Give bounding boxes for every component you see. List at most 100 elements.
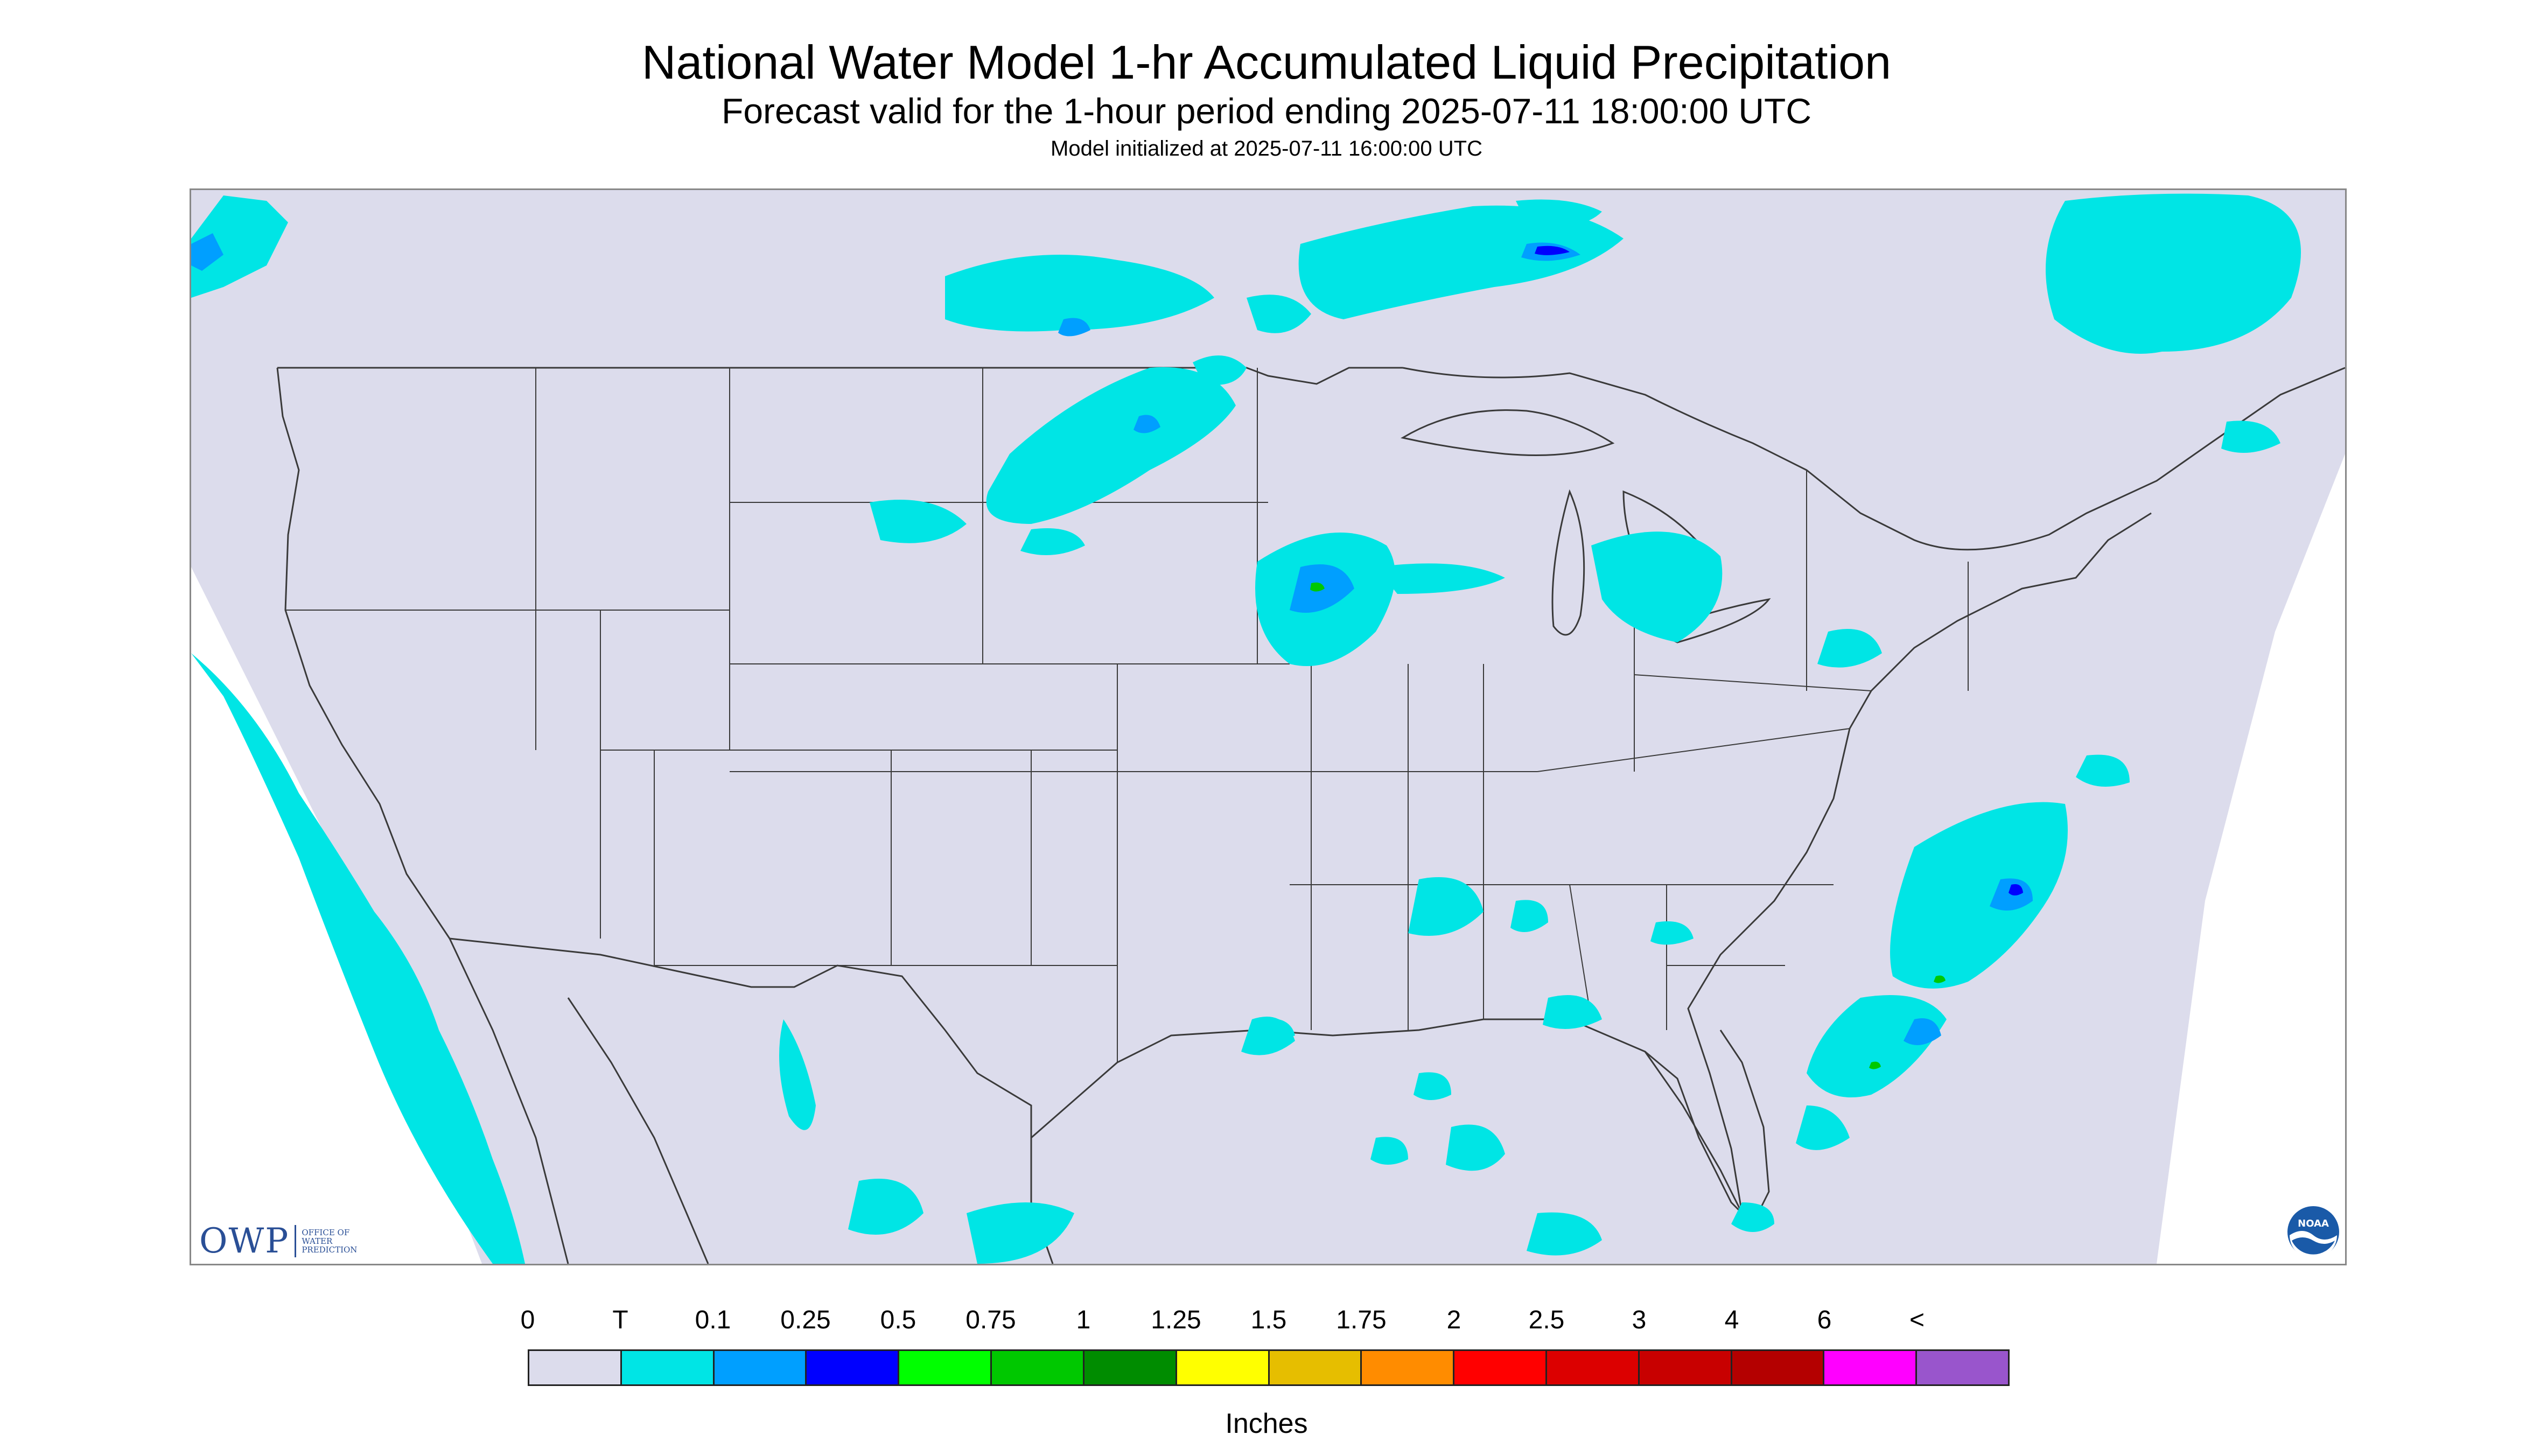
legend-label: 1.75 <box>1336 1306 1387 1334</box>
legend-label: 4 <box>1724 1306 1739 1334</box>
pacific-coastline <box>276 367 451 939</box>
legend-label: 1.25 <box>1151 1306 1201 1334</box>
precip-area <box>1731 1202 1774 1232</box>
legend-swatch <box>1362 1351 1455 1384</box>
precip-area <box>1310 582 1325 592</box>
precip-area <box>2046 193 2301 354</box>
state-line <box>1537 728 1850 772</box>
precip-area <box>779 1019 816 1130</box>
precip-area <box>1535 246 1570 255</box>
precip-area <box>848 1179 923 1235</box>
precip-moderate-areas <box>191 233 2033 1045</box>
precip-area <box>967 1202 1074 1264</box>
legend-label: 0.1 <box>695 1306 731 1334</box>
precipitation-map[interactable] <box>190 188 2347 1265</box>
us-canada-border <box>277 367 1403 385</box>
legend-swatch <box>714 1351 807 1384</box>
precip-area <box>2076 754 2130 787</box>
precip-area <box>191 653 525 1264</box>
legend-swatch <box>1732 1351 1825 1384</box>
precip-area <box>1020 528 1085 555</box>
legend-label: 3 <box>1632 1306 1647 1334</box>
legend-label: 1 <box>1076 1306 1091 1334</box>
precip-area <box>1247 295 1311 333</box>
precip-area <box>1370 1137 1408 1165</box>
map-title: National Water Model 1-hr Accumulated Li… <box>641 36 1892 89</box>
map-canvas <box>191 190 2345 1264</box>
state-line <box>1634 674 1872 691</box>
color-legend <box>528 1349 2010 1386</box>
precip-area <box>1934 975 1946 983</box>
precip-area <box>1807 995 1947 1097</box>
owp-org-line: Water <box>302 1236 333 1246</box>
precip-light-areas <box>191 193 2301 1264</box>
legend-label: 0.5 <box>880 1306 916 1334</box>
great-lakes-border <box>1402 367 2345 551</box>
state-line <box>1569 884 1592 1020</box>
legend-label: 0.25 <box>780 1306 831 1334</box>
legend-label: T <box>612 1306 628 1334</box>
map-subtitle: Forecast valid for the 1-hour period end… <box>722 91 1811 131</box>
precip-area <box>2221 421 2280 453</box>
legend-swatch <box>529 1351 622 1384</box>
atlantic-coastline <box>1687 512 2152 1214</box>
owp-mark: OWP <box>199 1221 290 1261</box>
precip-area <box>1408 877 1484 936</box>
owp-logo: OWP Office of Water Prediction <box>199 1221 357 1261</box>
precip-area <box>191 233 223 271</box>
legend-swatch <box>1824 1351 1918 1384</box>
precip-area <box>945 255 1214 332</box>
legend-label: < <box>1909 1306 1925 1334</box>
precip-area <box>1446 1124 1505 1171</box>
legend-label: 1.5 <box>1250 1306 1287 1334</box>
precip-area <box>1298 205 1624 319</box>
legend-swatch <box>1269 1351 1362 1384</box>
precip-area <box>1796 1105 1850 1150</box>
state-lines <box>285 368 1969 1062</box>
precip-area <box>1817 629 1882 668</box>
precip-area <box>1591 531 1723 642</box>
lake-michigan-shore <box>1551 489 1585 636</box>
legend-labels: 0 T 0.1 0.25 0.5 0.75 1 1.25 1.5 1.75 2 2.5 3 4 6 < <box>0 1305 2533 1338</box>
model-domain <box>191 190 2345 1264</box>
legend-swatch <box>992 1351 1084 1384</box>
legend-label: 6 <box>1817 1306 1832 1334</box>
legend-swatch <box>1917 1351 2008 1384</box>
noaa-logo-icon: NOAA <box>2287 1206 2339 1259</box>
legend-swatch <box>1547 1351 1640 1384</box>
precip-area <box>1904 1018 1941 1045</box>
gulf-of-california-coastline <box>567 997 709 1264</box>
baja-coastline <box>449 938 569 1264</box>
precip-area <box>1869 1061 1881 1069</box>
legend-swatch <box>1177 1351 1270 1384</box>
precip-area <box>1058 318 1090 337</box>
legend-swatch <box>807 1351 900 1384</box>
precip-area <box>1376 563 1505 594</box>
us-mexico-border <box>449 937 1032 1138</box>
legend-label: 2 <box>1446 1306 1461 1334</box>
precip-area <box>1510 900 1548 932</box>
precip-area <box>1527 1212 1602 1256</box>
precip-area <box>2009 884 2023 895</box>
legend-label: 0.75 <box>965 1306 1016 1334</box>
lake-superior-shore <box>1401 409 1615 456</box>
legend-label: 2.5 <box>1528 1306 1565 1334</box>
legend-swatch <box>899 1351 992 1384</box>
precip-heavy-areas <box>1535 246 2023 895</box>
logo-divider <box>295 1225 297 1257</box>
precip-area <box>1543 995 1602 1029</box>
precip-area <box>1650 921 1694 945</box>
legend-swatch <box>621 1351 715 1384</box>
owp-org-name: Office of Water Prediction <box>302 1228 357 1254</box>
precip-area <box>1414 1072 1451 1100</box>
owp-org-line: Office of <box>302 1228 350 1237</box>
legend-swatch <box>1454 1351 1547 1384</box>
legend-swatch <box>1084 1351 1177 1384</box>
precip-area <box>1516 199 1602 226</box>
noaa-logo-text: NOAA <box>2298 1218 2329 1229</box>
legend-label: 0 <box>520 1306 535 1334</box>
precip-area <box>1133 415 1160 433</box>
precip-area <box>191 195 288 298</box>
owp-org-line: Prediction <box>302 1245 358 1255</box>
precip-area <box>1241 1017 1295 1055</box>
